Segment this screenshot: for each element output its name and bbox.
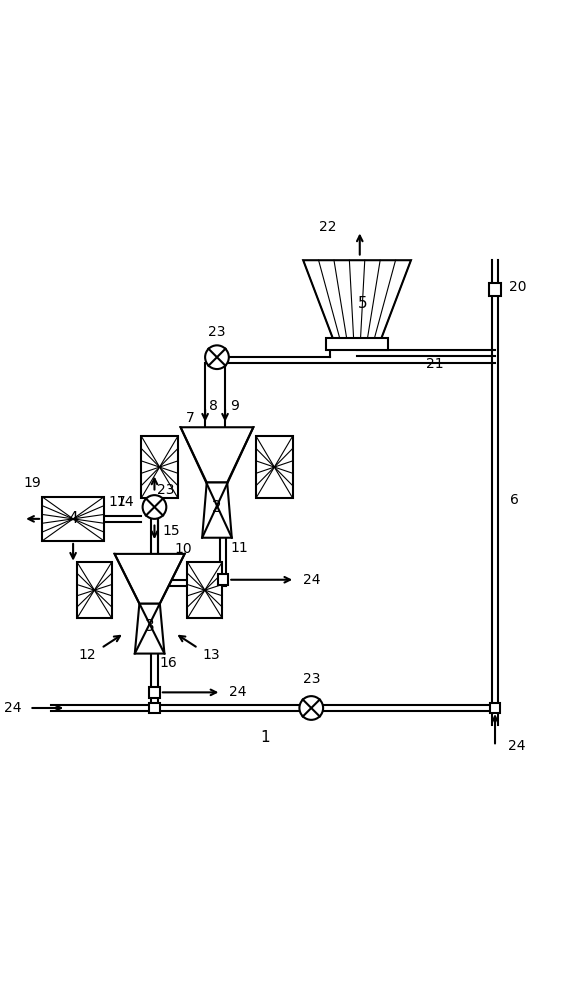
Text: 14: 14 bbox=[117, 495, 134, 509]
Circle shape bbox=[143, 495, 166, 519]
Bar bbox=[187, 562, 222, 618]
Polygon shape bbox=[135, 604, 165, 654]
Polygon shape bbox=[114, 554, 185, 604]
Text: 11: 11 bbox=[230, 541, 248, 555]
Text: 9: 9 bbox=[230, 399, 239, 413]
Text: 22: 22 bbox=[319, 220, 336, 234]
Text: 18: 18 bbox=[80, 560, 97, 574]
Text: 19: 19 bbox=[24, 476, 41, 490]
Text: 24: 24 bbox=[4, 701, 22, 715]
Text: 16: 16 bbox=[160, 656, 178, 670]
Text: 24: 24 bbox=[508, 739, 526, 753]
Bar bbox=[256, 436, 293, 498]
Bar bbox=[326, 338, 388, 350]
Text: 6: 6 bbox=[510, 493, 519, 507]
Text: 23: 23 bbox=[157, 483, 175, 497]
Bar bbox=[77, 562, 112, 618]
Text: 23: 23 bbox=[208, 325, 226, 339]
Circle shape bbox=[205, 345, 229, 369]
Polygon shape bbox=[202, 482, 232, 538]
Text: 10: 10 bbox=[175, 542, 192, 556]
Polygon shape bbox=[181, 427, 254, 482]
Bar bbox=[490, 703, 500, 713]
Text: 8: 8 bbox=[209, 399, 218, 413]
Text: 13: 13 bbox=[203, 648, 220, 662]
Circle shape bbox=[299, 696, 323, 720]
Bar bbox=[488, 283, 501, 296]
Text: 2: 2 bbox=[212, 500, 222, 515]
Bar bbox=[42, 497, 104, 541]
Text: 7: 7 bbox=[186, 411, 194, 425]
Text: 20: 20 bbox=[509, 280, 526, 294]
Text: 1: 1 bbox=[261, 730, 271, 745]
Text: 3: 3 bbox=[145, 619, 155, 634]
Text: 21: 21 bbox=[426, 357, 444, 371]
Polygon shape bbox=[303, 260, 411, 338]
Bar bbox=[217, 574, 228, 585]
Text: 17: 17 bbox=[109, 495, 126, 509]
Text: 4: 4 bbox=[68, 511, 78, 526]
Bar bbox=[149, 687, 160, 698]
Bar bbox=[142, 436, 178, 498]
Text: 24: 24 bbox=[229, 685, 247, 699]
Text: 5: 5 bbox=[358, 296, 367, 311]
Bar bbox=[149, 703, 160, 713]
Text: 24: 24 bbox=[303, 573, 321, 587]
Text: 15: 15 bbox=[162, 524, 179, 538]
Text: 12: 12 bbox=[79, 648, 96, 662]
Text: 23: 23 bbox=[302, 672, 320, 686]
